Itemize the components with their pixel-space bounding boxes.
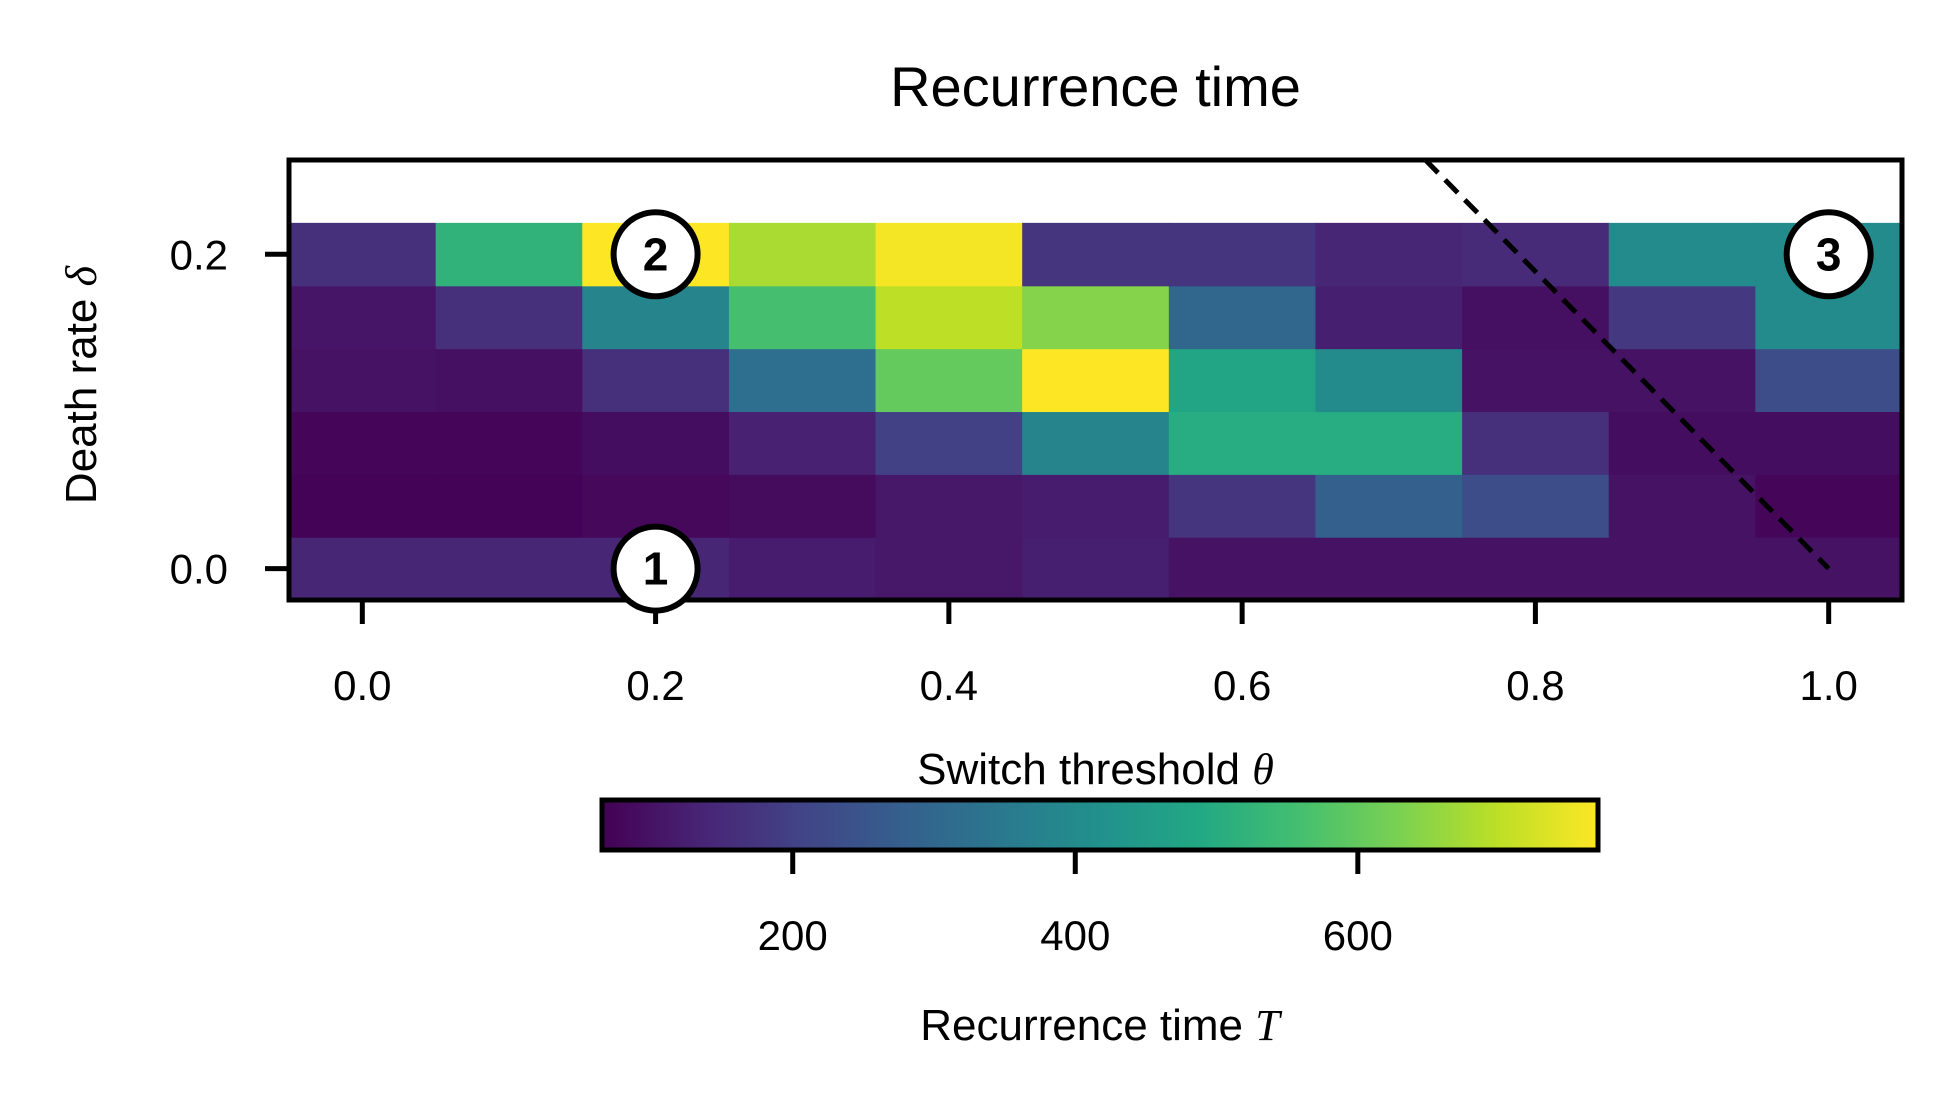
heatmap-cell	[1022, 348, 1170, 413]
heatmap-cell	[1755, 537, 1902, 600]
heatmap-cell	[1608, 474, 1756, 538]
heatmap-cell	[289, 348, 437, 413]
heatmap-cell	[875, 222, 1023, 287]
heatmap-cell	[1315, 348, 1463, 413]
heatmap-cell	[1168, 411, 1317, 475]
plot-frame	[286, 157, 1905, 603]
heatmap-cell	[1462, 474, 1610, 538]
heatmap-cell	[1022, 222, 1170, 287]
heatmap-cell	[875, 411, 1023, 475]
regime-marker-1: 1	[610, 523, 701, 614]
theta-symbol: θ	[1252, 745, 1274, 794]
heatmap-cell	[289, 537, 437, 600]
heatmap-cell	[875, 474, 1023, 538]
marker-circle	[610, 523, 701, 614]
x-axis-ticks: 0.0 0.2 0.4 0.6 0.8 1.0	[333, 600, 1858, 709]
heatmap-cell	[435, 537, 583, 600]
colorbar-label: Recurrence time T	[920, 1001, 1283, 1050]
regime-marker-3: 3	[1783, 209, 1874, 300]
x-tick-label: 0.4	[920, 662, 978, 709]
regime-marker-2: 2	[610, 209, 701, 300]
x-tick-label: 0.8	[1506, 662, 1564, 709]
heatmap-cells	[289, 222, 1902, 600]
y-axis-ticks: 0.0 0.2	[170, 231, 289, 593]
heatmap-cell	[1755, 474, 1902, 538]
heatmap-cell	[1608, 348, 1756, 413]
heatmap-cell	[1608, 285, 1756, 350]
heatmap-cell	[1168, 537, 1317, 600]
heatmap-cell	[875, 348, 1023, 413]
x-tick-label: 0.6	[1213, 662, 1271, 709]
heatmap-cell	[1022, 285, 1170, 350]
heatmap-cell	[1608, 537, 1756, 600]
heatmap-cell	[728, 348, 877, 413]
colorbar	[599, 797, 1601, 853]
delta-symbol: δ	[57, 264, 106, 286]
heatmap-cell	[582, 411, 730, 475]
colorbar-tick-label: 400	[1040, 912, 1110, 959]
marker-circle	[1783, 209, 1874, 300]
heatmap-cell	[582, 348, 730, 413]
heatmap-cell	[435, 474, 583, 538]
heatmap-cell	[1022, 474, 1170, 538]
heatmap-cell	[435, 285, 583, 350]
heatmap-cell	[1462, 348, 1610, 413]
heatmap-cell	[435, 348, 583, 413]
marker-label: 3	[1816, 228, 1842, 280]
t-symbol: T	[1255, 1001, 1283, 1050]
colorbar-tick-label: 200	[758, 912, 828, 959]
heatmap-cell	[1168, 222, 1317, 287]
heatmap-cell	[435, 411, 583, 475]
heatmap-cell	[1168, 348, 1317, 413]
marker-circle	[610, 209, 701, 300]
heatmap-cell	[728, 474, 877, 538]
heatmap-cell	[1315, 285, 1463, 350]
heatmap-cell	[1315, 537, 1463, 600]
x-tick-label: 1.0	[1799, 662, 1857, 709]
heatmap-cell	[875, 537, 1023, 600]
heatmap-cell	[1462, 411, 1610, 475]
heatmap-cell	[435, 222, 583, 287]
chart-title: Recurrence time	[890, 55, 1301, 118]
heatmap-cell	[289, 411, 437, 475]
heatmap-cell	[1315, 222, 1463, 287]
heatmap-cell	[728, 285, 877, 350]
x-tick-label: 0.0	[333, 662, 391, 709]
marker-label: 1	[643, 543, 669, 595]
heatmap-cell	[1022, 537, 1170, 600]
heatmap-cell	[1462, 537, 1610, 600]
x-axis-label: Switch threshold θ	[917, 745, 1274, 794]
heatmap-cell	[289, 285, 437, 350]
heatmap-cell	[1022, 411, 1170, 475]
heatmap-cell	[1608, 222, 1756, 287]
colorbar-tick-label: 600	[1323, 912, 1393, 959]
heatmap-cell	[1315, 411, 1463, 475]
regime-boundary-line	[1423, 160, 1831, 571]
heatmap-cell	[1315, 474, 1463, 538]
heatmap-cell	[289, 222, 437, 287]
marker-label: 2	[643, 228, 669, 280]
heatmap-cell	[1755, 411, 1902, 475]
heatmap-cell	[1755, 348, 1902, 413]
heatmap-cell	[289, 474, 437, 538]
heatmap-cell	[1462, 285, 1610, 350]
heatmap-cell	[1168, 474, 1317, 538]
y-tick-label: 0.2	[170, 231, 228, 278]
heatmap-cell	[728, 411, 877, 475]
heatmap-cell	[1462, 222, 1610, 287]
heatmap-cell	[1168, 285, 1317, 350]
heatmap-cell	[728, 537, 877, 600]
colorbar-ticks: 200 400 600	[758, 850, 1393, 959]
y-tick-label: 0.0	[170, 546, 228, 593]
y-axis-label: Death rate δ	[57, 264, 106, 504]
x-tick-label: 0.2	[626, 662, 684, 709]
heatmap-cell	[728, 222, 877, 287]
regime-markers: 1 2 3	[610, 209, 1874, 614]
heatmap-cell	[875, 285, 1023, 350]
